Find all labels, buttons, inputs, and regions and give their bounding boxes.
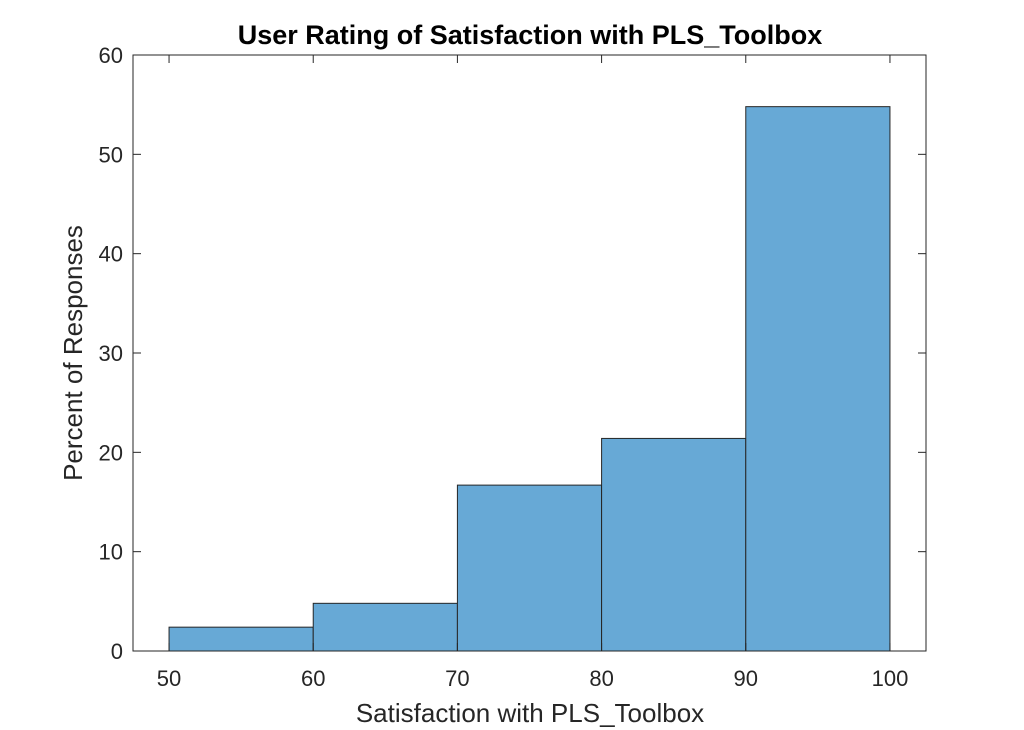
x-tick-label: 70 xyxy=(445,666,469,691)
histogram-bar xyxy=(312,602,458,652)
chart-title: User Rating of Satisfaction with PLS_Too… xyxy=(238,20,823,50)
x-tick-label: 50 xyxy=(157,666,181,691)
x-tick-label: 100 xyxy=(872,666,909,691)
x-tick-labels: 50 60 70 80 90 100 xyxy=(157,666,909,691)
histogram-bar xyxy=(168,626,314,652)
y-tick-label: 40 xyxy=(99,242,123,267)
histogram-bar xyxy=(456,484,603,652)
bars-group xyxy=(168,106,891,652)
y-tick-labels: 0 10 20 30 40 50 60 xyxy=(99,43,123,664)
y-tick-label: 60 xyxy=(99,43,123,68)
x-tick-label: 60 xyxy=(301,666,325,691)
x-tick-label: 90 xyxy=(734,666,758,691)
histogram-bar xyxy=(601,437,747,652)
x-axis-label: Satisfaction with PLS_Toolbox xyxy=(356,698,704,728)
y-tick-label: 30 xyxy=(99,341,123,366)
y-tick-label: 20 xyxy=(99,440,123,465)
ticks-group xyxy=(133,54,926,652)
histogram-bar xyxy=(745,106,891,652)
x-tick-label: 80 xyxy=(589,666,613,691)
y-tick-label: 50 xyxy=(99,142,123,167)
y-tick-label: 0 xyxy=(111,639,123,664)
y-tick-label: 10 xyxy=(99,540,123,565)
y-axis-label: Percent of Responses xyxy=(58,225,88,481)
